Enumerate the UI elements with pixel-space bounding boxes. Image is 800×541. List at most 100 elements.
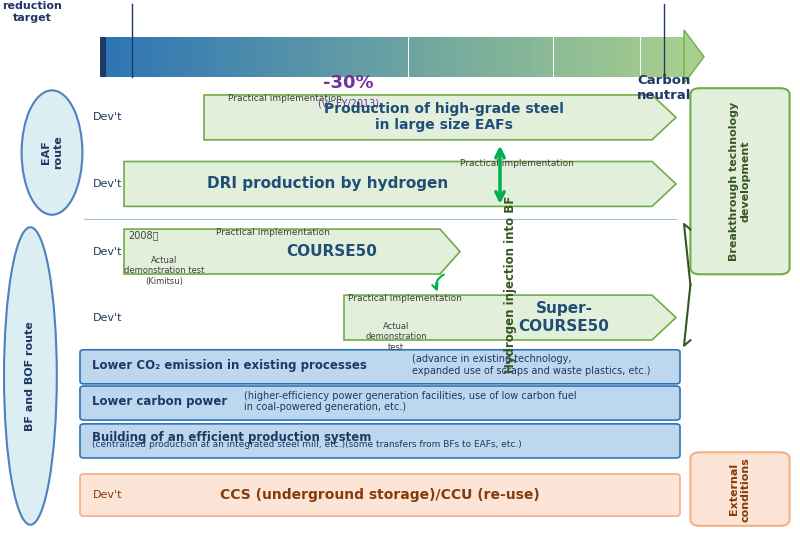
Text: (higher-efficiency power generation facilities, use of low carbon fuel
in coal-p: (higher-efficiency power generation faci… (244, 391, 577, 412)
Text: 2008～: 2008～ (128, 230, 158, 240)
Text: Actual
demonstration test
(Kimitsu): Actual demonstration test (Kimitsu) (124, 256, 204, 286)
Text: Dev't: Dev't (94, 247, 122, 256)
Polygon shape (307, 37, 314, 77)
Text: Practical implementation: Practical implementation (348, 294, 462, 302)
Polygon shape (126, 37, 133, 77)
Polygon shape (474, 37, 481, 77)
Polygon shape (438, 37, 445, 77)
Polygon shape (379, 37, 386, 77)
Polygon shape (532, 37, 539, 77)
Text: Actual
demonstration
test: Actual demonstration test (365, 322, 427, 352)
Polygon shape (445, 37, 452, 77)
Text: Production of high-grade steel
in large size EAFs: Production of high-grade steel in large … (324, 102, 564, 133)
FancyBboxPatch shape (80, 350, 680, 384)
Polygon shape (481, 37, 488, 77)
Text: 2020: 2020 (109, 0, 155, 4)
Polygon shape (147, 37, 154, 77)
Polygon shape (662, 37, 670, 77)
FancyBboxPatch shape (690, 88, 790, 274)
Polygon shape (423, 37, 430, 77)
Polygon shape (590, 37, 597, 77)
Polygon shape (597, 37, 604, 77)
Text: Dev't: Dev't (94, 179, 122, 189)
Polygon shape (365, 37, 372, 77)
Polygon shape (350, 37, 358, 77)
Polygon shape (539, 37, 546, 77)
Polygon shape (568, 37, 575, 77)
Polygon shape (495, 37, 502, 77)
Polygon shape (263, 37, 270, 77)
Text: (vs FY/2013): (vs FY/2013) (318, 98, 378, 109)
Text: 2050: 2050 (641, 0, 687, 4)
Polygon shape (344, 295, 676, 340)
Polygon shape (191, 37, 198, 77)
FancyBboxPatch shape (690, 452, 790, 526)
Text: Carbon
neutral: Carbon neutral (637, 74, 691, 102)
Polygon shape (604, 37, 611, 77)
Polygon shape (618, 37, 626, 77)
Bar (100, 37, 106, 77)
Polygon shape (256, 37, 263, 77)
Polygon shape (322, 37, 329, 77)
Polygon shape (459, 37, 466, 77)
Polygon shape (655, 37, 662, 77)
Polygon shape (140, 37, 147, 77)
Polygon shape (314, 37, 322, 77)
Polygon shape (133, 37, 140, 77)
Polygon shape (154, 37, 162, 77)
Polygon shape (329, 37, 336, 77)
Polygon shape (626, 37, 634, 77)
Polygon shape (111, 37, 118, 77)
Ellipse shape (4, 227, 57, 525)
Text: Super-
COURSE50: Super- COURSE50 (518, 301, 610, 334)
Text: Breakthrough technology
development: Breakthrough technology development (730, 102, 750, 261)
Polygon shape (184, 37, 191, 77)
Polygon shape (104, 37, 111, 77)
Text: Dev't: Dev't (94, 490, 122, 500)
Polygon shape (227, 37, 234, 77)
Polygon shape (270, 37, 278, 77)
Text: Practical implementation: Practical implementation (460, 159, 574, 168)
Polygon shape (336, 37, 343, 77)
Polygon shape (198, 37, 206, 77)
Polygon shape (402, 37, 409, 77)
Polygon shape (452, 37, 459, 77)
Polygon shape (220, 37, 227, 77)
Text: Dev't: Dev't (94, 113, 122, 122)
Polygon shape (525, 37, 532, 77)
Polygon shape (670, 37, 677, 77)
Polygon shape (502, 37, 510, 77)
Polygon shape (177, 37, 184, 77)
Polygon shape (611, 37, 618, 77)
Polygon shape (575, 37, 582, 77)
Polygon shape (213, 37, 220, 77)
Polygon shape (510, 37, 518, 77)
Text: BF and BOF route: BF and BOF route (26, 321, 35, 431)
Polygon shape (204, 95, 676, 140)
Text: EAF
route: EAF route (42, 136, 62, 169)
Polygon shape (648, 37, 655, 77)
Polygon shape (234, 37, 242, 77)
Polygon shape (358, 37, 365, 77)
Polygon shape (488, 37, 495, 77)
FancyBboxPatch shape (80, 474, 680, 516)
Polygon shape (394, 37, 402, 77)
Text: Practical implementation: Practical implementation (216, 228, 330, 236)
Polygon shape (286, 37, 293, 77)
FancyBboxPatch shape (80, 424, 680, 458)
Text: Dev't: Dev't (94, 313, 122, 322)
Polygon shape (124, 161, 676, 206)
Polygon shape (416, 37, 423, 77)
Polygon shape (206, 37, 213, 77)
Polygon shape (278, 37, 286, 77)
Text: CCS (underground storage)/CCU (re-use): CCS (underground storage)/CCU (re-use) (220, 488, 540, 502)
Text: -30%: -30% (322, 74, 374, 93)
Polygon shape (372, 37, 379, 77)
Polygon shape (300, 37, 307, 77)
Polygon shape (430, 37, 438, 77)
Polygon shape (582, 37, 590, 77)
Text: External
conditions: External conditions (730, 457, 750, 522)
Polygon shape (249, 37, 256, 77)
Polygon shape (124, 229, 460, 274)
Polygon shape (677, 37, 684, 77)
